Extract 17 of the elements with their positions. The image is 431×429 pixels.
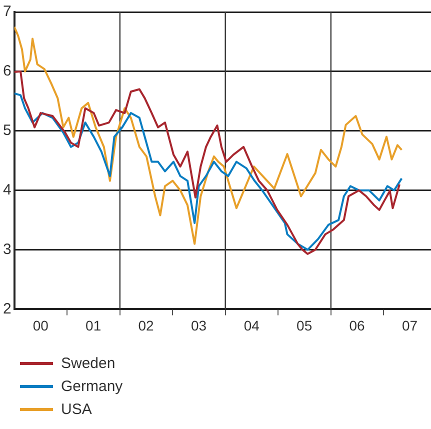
y-tick-label: 5 xyxy=(3,122,12,140)
x-tick-label: 04 xyxy=(244,317,260,334)
x-tick-label: 00 xyxy=(32,317,49,334)
x-tick-label: 05 xyxy=(296,317,312,334)
legend-label: Germany xyxy=(61,378,123,395)
y-tick-label: 4 xyxy=(3,181,12,198)
y-tick-label: 2 xyxy=(3,300,12,318)
y-tick-label: 6 xyxy=(3,62,12,80)
legend-label: Sweden xyxy=(61,355,116,372)
x-tick-label: 03 xyxy=(190,317,207,334)
x-tick-label: 02 xyxy=(138,317,154,334)
x-tick-label: 06 xyxy=(349,317,366,334)
y-tick-label: 7 xyxy=(3,3,12,20)
x-tick-label: 07 xyxy=(402,317,418,334)
legend-label: USA xyxy=(61,401,92,418)
y-tick-label: 3 xyxy=(3,240,12,258)
x-tick-label: 01 xyxy=(86,317,102,334)
